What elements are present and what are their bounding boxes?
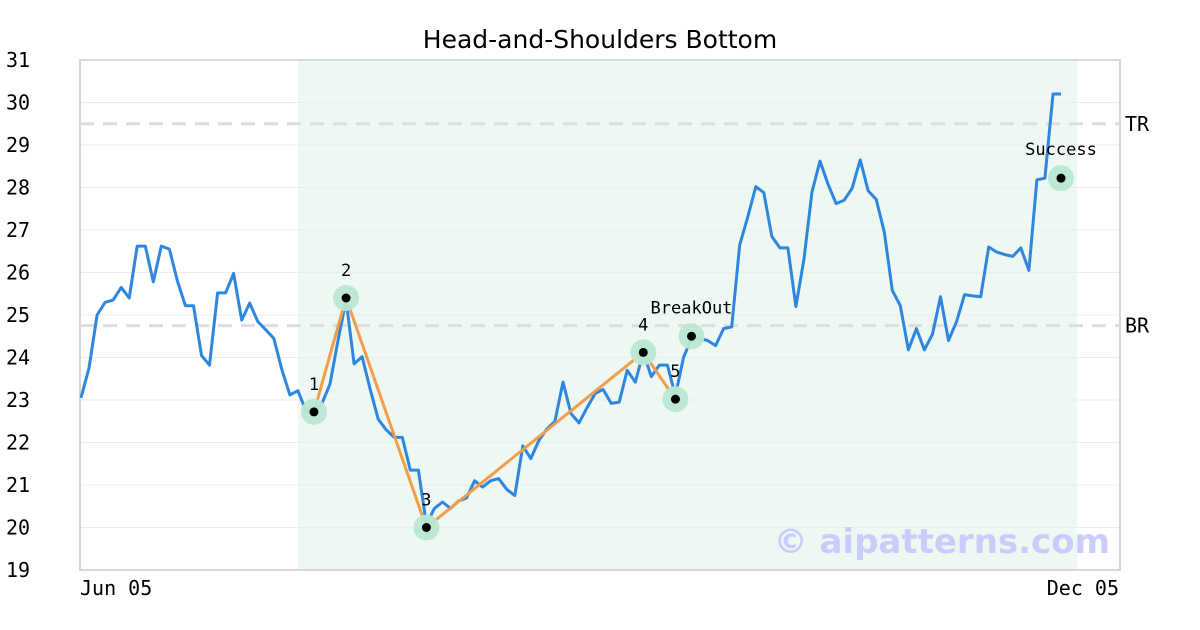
y-tick-label: 31 [6,48,30,72]
chart-title: Head-and-Shoulders Bottom [423,25,777,54]
y-tick-label: 30 [6,91,30,115]
y-tick-label: 27 [6,218,30,242]
pattern-point-label: 1 [309,375,319,395]
pattern-point-label: 5 [670,362,680,382]
y-tick-label: 26 [6,261,30,285]
x-tick-label-start: Jun 05 [80,576,152,600]
level-label: BR [1125,314,1150,338]
pattern-point-label: 2 [341,261,351,281]
signal-point-label: BreakOut [651,298,733,318]
y-tick-label: 21 [6,473,30,497]
y-tick-label: 23 [6,388,30,412]
pattern-point [670,394,680,404]
pattern-point [341,293,351,303]
pattern-point-label: 4 [638,315,648,335]
x-tick-label-end: Dec 05 [1047,576,1119,600]
signal-point [686,331,696,341]
y-tick-label: 25 [6,303,30,327]
pattern-point [638,347,648,357]
pattern-point [309,407,319,417]
y-tick-label: 19 [6,558,30,582]
signal-point-label: Success [1025,140,1097,160]
signal-point [1056,173,1066,183]
plot-frame [79,59,1121,571]
y-tick-label: 24 [6,346,30,370]
pattern-point [421,523,431,532]
level-label: TR [1125,112,1150,136]
y-tick-label: 20 [6,516,30,540]
y-tick-label: 28 [6,176,30,200]
pattern-point-label: 3 [421,491,431,511]
watermark: © aipatterns.com [774,522,1110,562]
price-line [79,92,1061,526]
y-tick-label: 29 [6,133,30,157]
y-tick-label: 22 [6,431,30,455]
